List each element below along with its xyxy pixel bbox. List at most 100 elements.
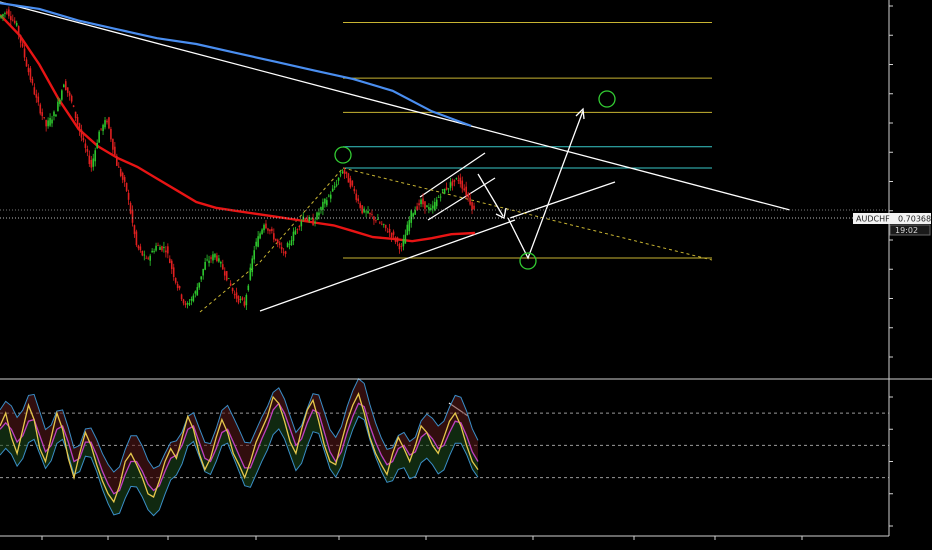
candle-body (389, 229, 391, 232)
candle-body (314, 222, 316, 223)
candle-body (452, 181, 454, 186)
candle-body (161, 246, 163, 250)
candle-body (334, 186, 336, 188)
candle-body (173, 267, 175, 277)
candle-body (446, 187, 448, 189)
candle-body (407, 225, 409, 235)
candle-body (267, 228, 269, 230)
candle-body (377, 219, 379, 220)
candle-body (236, 292, 238, 298)
candle-body (208, 261, 210, 263)
candle-body (28, 68, 30, 72)
candle-body (189, 303, 191, 304)
candle-body (285, 251, 287, 254)
candle-body (332, 189, 334, 192)
candle-body (432, 206, 434, 209)
candle-body (147, 258, 149, 259)
candle-body (30, 68, 32, 79)
candle-body (32, 79, 34, 83)
candle-body (255, 242, 257, 247)
candle-body (124, 177, 126, 182)
candle-body (6, 11, 8, 13)
candle-body (448, 188, 450, 189)
candle-body (228, 278, 230, 279)
countdown-value: 19:02 (895, 226, 918, 235)
candle-body (120, 169, 122, 176)
candle-body (352, 181, 354, 186)
candle-body (110, 129, 112, 139)
candle-body (357, 199, 359, 202)
candle-body (122, 173, 124, 180)
candle-body (226, 271, 228, 280)
candle-body (73, 105, 75, 106)
candle-body (261, 229, 263, 233)
candle-body (163, 247, 165, 248)
candle-body (234, 294, 236, 295)
candle-body (69, 93, 71, 96)
candle-body (183, 299, 185, 303)
candle-body (414, 210, 416, 215)
candle-body (444, 189, 446, 194)
candle-body (34, 87, 36, 94)
candle-body (428, 207, 430, 209)
candle-body (130, 203, 132, 214)
candle-body (18, 26, 20, 35)
candle-body (344, 170, 346, 174)
candle-body (230, 283, 232, 285)
candle-body (20, 35, 22, 43)
candle-body (193, 296, 195, 302)
candle-body (240, 299, 242, 300)
candle-body (195, 291, 197, 293)
candle-body (102, 125, 104, 131)
candle-body (81, 129, 83, 137)
candle-body (279, 243, 281, 245)
candle-body (253, 250, 255, 259)
candle-body (391, 233, 393, 237)
candle-body (275, 239, 277, 241)
candle-body (94, 150, 96, 161)
candle-body (4, 13, 6, 14)
candle-body (36, 94, 38, 98)
candle-body (242, 298, 244, 300)
candle-body (22, 44, 24, 47)
candle-body (159, 247, 161, 250)
candle-body (47, 120, 49, 126)
candle-body (145, 258, 147, 259)
candle-body (153, 251, 155, 252)
candle-body (132, 210, 134, 223)
candle-body (385, 225, 387, 228)
candle-body (291, 240, 293, 245)
candle-body (51, 120, 53, 124)
candle-body (198, 282, 200, 287)
candle-body (373, 216, 375, 220)
candle-body (249, 268, 251, 280)
candle-body (287, 243, 289, 247)
candle-body (379, 222, 381, 223)
candle-body (216, 255, 218, 261)
candle-body (273, 233, 275, 239)
candle-body (375, 220, 377, 221)
candle-body (200, 276, 202, 279)
candle-body (310, 219, 312, 220)
candle-body (465, 187, 467, 196)
candle-body (293, 232, 295, 241)
candle-body (418, 203, 420, 205)
candle-body (338, 178, 340, 181)
candle-body (220, 262, 222, 263)
candle-body (85, 143, 87, 147)
candle-body (355, 194, 357, 200)
candle-body (92, 158, 94, 166)
candle-body (281, 247, 283, 249)
candle-body (365, 212, 367, 213)
candle-body (232, 288, 234, 291)
candle-body (248, 286, 250, 290)
candle-body (171, 261, 173, 269)
candle-body (408, 220, 410, 231)
candle-body (126, 183, 128, 191)
candle-body (112, 139, 114, 150)
candle-body (283, 252, 285, 253)
candle-body (206, 260, 208, 261)
candle-body (106, 121, 108, 123)
candle-body (438, 197, 440, 198)
